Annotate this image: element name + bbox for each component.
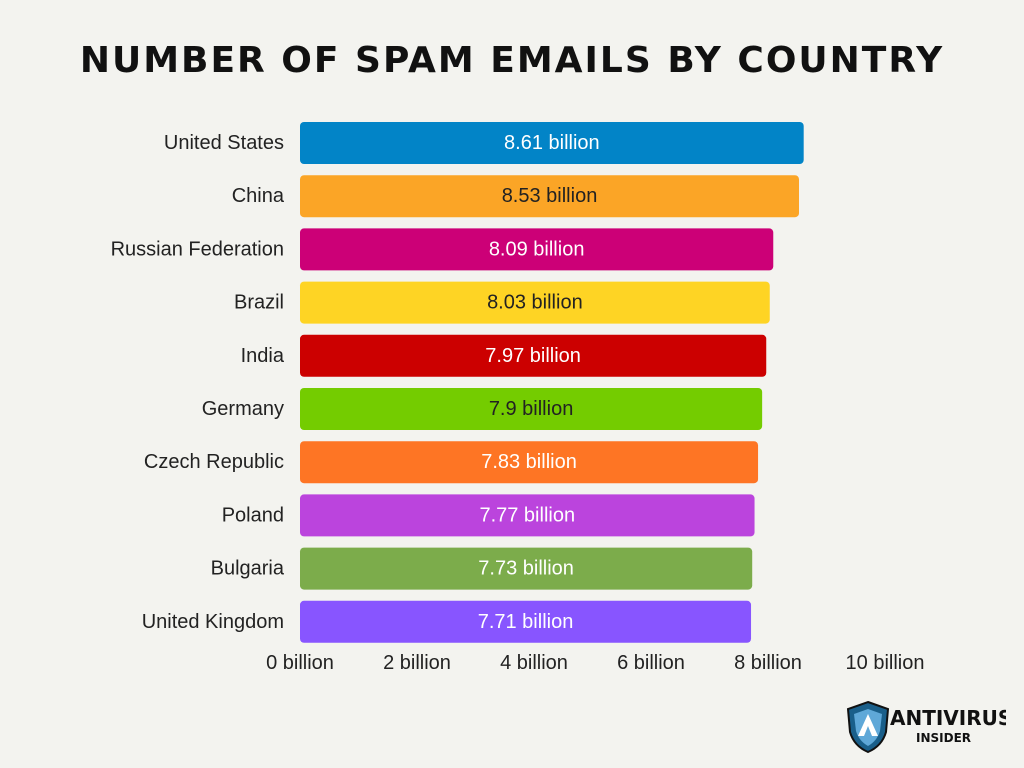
bar-china [300, 175, 800, 218]
bar-russian-federation [300, 228, 774, 271]
value-label: 8.09 billion [489, 238, 585, 260]
value-label: 7.73 billion [478, 558, 574, 580]
x-tick-label: 8 billion [734, 652, 802, 674]
value-label: 8.61 billion [504, 132, 600, 154]
value-label: 8.53 billion [502, 185, 598, 207]
value-label: 7.77 billion [479, 504, 575, 526]
bar-india [300, 334, 767, 377]
bar-germany [300, 388, 763, 430]
x-tick-label: 10 billion [846, 652, 925, 674]
logo-main-text: ANTIVIRUS [890, 706, 1006, 730]
category-label: United States [164, 132, 284, 154]
antivirus-insider-logo: ANTIVIRUS INSIDER [846, 700, 1006, 754]
value-label: 7.97 billion [485, 345, 581, 367]
value-label: 7.83 billion [481, 451, 577, 473]
bar-united-kingdom [300, 600, 752, 643]
category-label: Brazil [234, 292, 284, 314]
chart-title: NUMBER OF SPAM EMAILS BY COUNTRY [79, 40, 945, 81]
category-label: China [232, 185, 285, 207]
value-label: 8.03 billion [487, 292, 583, 314]
category-label: Germany [202, 398, 284, 420]
category-label: India [241, 345, 285, 367]
logo-sub-text: INSIDER [916, 731, 971, 745]
x-tick-label: 4 billion [500, 652, 568, 674]
x-axis-ticks: 0 billion 2 billion 4 billion 6 billion 8 bi… [266, 652, 924, 674]
x-tick-label: 2 billion [383, 652, 451, 674]
x-tick-label: 6 billion [617, 652, 685, 674]
shield-arrow-icon [858, 714, 878, 736]
x-tick-label: 0 billion [266, 652, 334, 674]
bar-poland [300, 494, 755, 537]
category-label: Russian Federation [111, 238, 284, 260]
category-label: Bulgaria [211, 558, 285, 580]
value-label: 7.71 billion [478, 611, 574, 633]
bar-united-states [300, 122, 804, 164]
bar-brazil [300, 281, 770, 324]
bar-chart: United States 8.61 billion China 8.53 billi… [111, 122, 924, 674]
category-label: Czech Republic [144, 451, 284, 473]
value-label: 7.9 billion [489, 398, 574, 420]
category-label: Poland [222, 504, 284, 526]
category-label: United Kingdom [142, 611, 284, 633]
shield-inner-icon [854, 709, 882, 746]
bars-group: United States 8.61 billion China 8.53 billi… [111, 122, 804, 643]
bar-czech-republic [300, 441, 759, 484]
bar-bulgaria [300, 547, 753, 590]
